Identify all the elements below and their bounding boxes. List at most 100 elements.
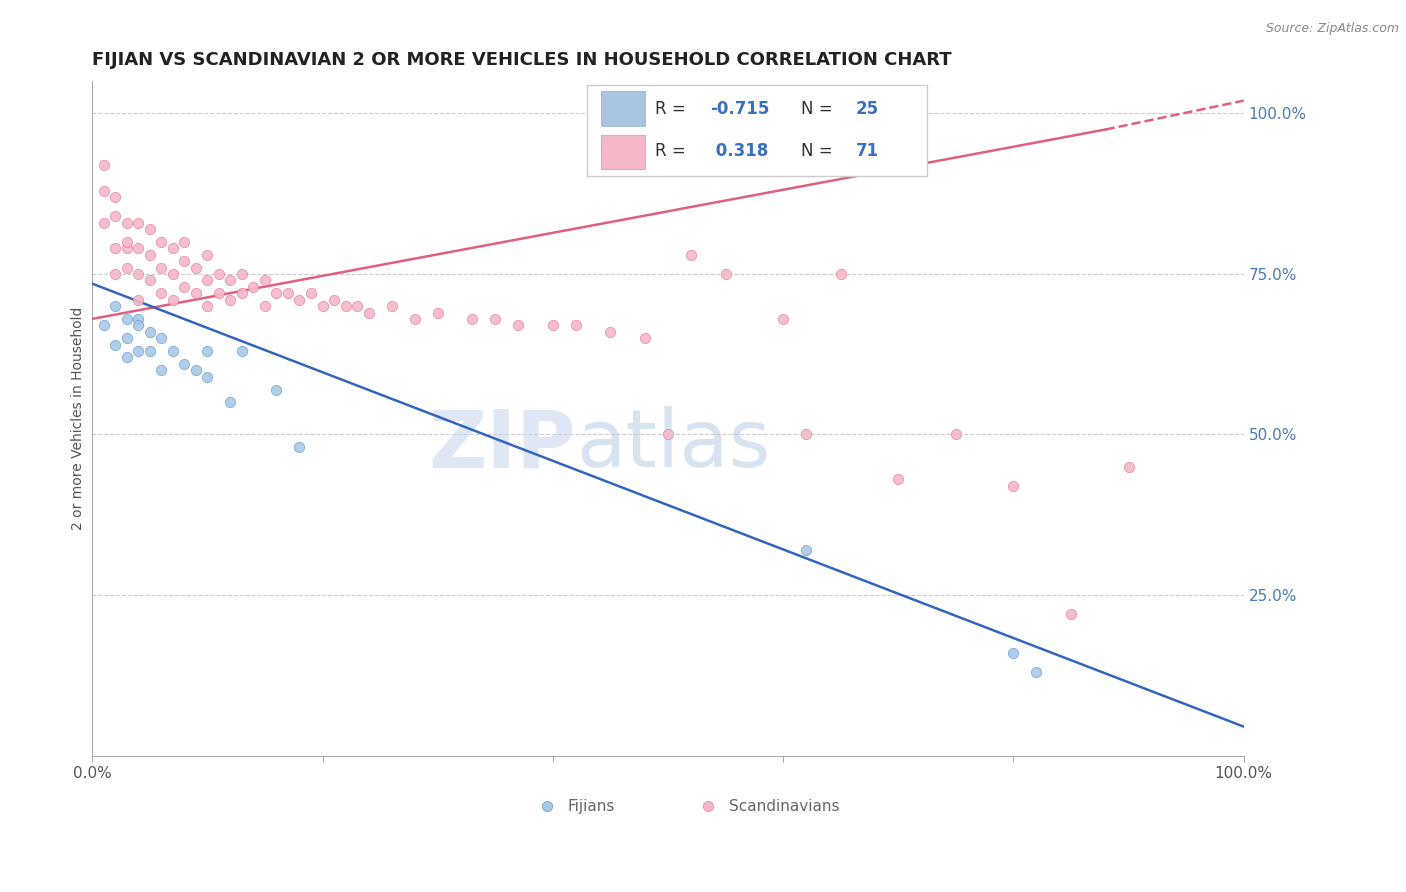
Point	[219, 395, 242, 409]
Point	[150, 363, 173, 377]
Point	[1002, 646, 1025, 660]
Point	[484, 312, 506, 326]
Text: Source: ZipAtlas.com: Source: ZipAtlas.com	[1265, 22, 1399, 36]
Point	[299, 286, 322, 301]
Point	[219, 273, 242, 287]
Point	[93, 158, 115, 172]
Point	[162, 293, 184, 307]
Point	[536, 797, 558, 811]
Point	[288, 293, 311, 307]
Point	[714, 267, 737, 281]
Point	[277, 286, 299, 301]
Point	[426, 305, 449, 319]
Point	[139, 248, 162, 262]
Point	[679, 248, 702, 262]
Point	[195, 248, 218, 262]
Point	[184, 286, 207, 301]
Point	[127, 312, 149, 326]
Point	[93, 318, 115, 333]
Y-axis label: 2 or more Vehicles in Household: 2 or more Vehicles in Household	[72, 307, 86, 530]
Point	[115, 331, 138, 345]
Point	[104, 299, 127, 313]
Point	[794, 427, 817, 442]
Point	[266, 286, 288, 301]
Point	[323, 293, 346, 307]
Point	[195, 299, 218, 313]
Point	[231, 286, 253, 301]
Point	[115, 351, 138, 365]
Point	[599, 325, 621, 339]
Text: atlas: atlas	[576, 407, 770, 484]
Point	[115, 312, 138, 326]
Point	[162, 267, 184, 281]
Point	[139, 273, 162, 287]
Point	[565, 318, 588, 333]
Point	[150, 286, 173, 301]
Point	[173, 235, 195, 249]
Point	[253, 273, 276, 287]
Point	[772, 312, 794, 326]
Point	[195, 369, 218, 384]
Point	[794, 543, 817, 558]
Point	[93, 184, 115, 198]
Point	[208, 267, 231, 281]
Point	[127, 267, 149, 281]
Point	[127, 241, 149, 255]
Point	[288, 441, 311, 455]
Point	[461, 312, 484, 326]
Point	[173, 357, 195, 371]
Point	[346, 299, 368, 313]
Point	[127, 318, 149, 333]
Point	[266, 383, 288, 397]
Point	[173, 254, 195, 268]
Point	[104, 267, 127, 281]
Point	[173, 280, 195, 294]
Point	[127, 293, 149, 307]
Point	[357, 305, 380, 319]
Point	[830, 267, 852, 281]
Point	[184, 260, 207, 275]
Point	[104, 209, 127, 223]
Point	[104, 190, 127, 204]
Point	[1060, 607, 1083, 622]
Point	[1118, 459, 1140, 474]
Point	[127, 344, 149, 359]
Point	[231, 267, 253, 281]
Text: Scandinavians: Scandinavians	[730, 798, 839, 814]
Point	[242, 280, 264, 294]
Point	[541, 318, 564, 333]
Point	[335, 299, 357, 313]
Point	[208, 286, 231, 301]
Point	[162, 241, 184, 255]
Point	[93, 216, 115, 230]
Point	[634, 331, 657, 345]
Point	[404, 312, 426, 326]
Point	[115, 260, 138, 275]
Point	[115, 241, 138, 255]
Point	[150, 260, 173, 275]
Point	[1002, 479, 1025, 493]
Point	[657, 427, 679, 442]
Point	[697, 797, 720, 811]
Point	[231, 344, 253, 359]
Point	[139, 344, 162, 359]
Point	[115, 216, 138, 230]
Point	[195, 344, 218, 359]
Point	[162, 344, 184, 359]
Text: FIJIAN VS SCANDINAVIAN 2 OR MORE VEHICLES IN HOUSEHOLD CORRELATION CHART: FIJIAN VS SCANDINAVIAN 2 OR MORE VEHICLE…	[93, 51, 952, 69]
Point	[184, 363, 207, 377]
Point	[253, 299, 276, 313]
Point	[139, 325, 162, 339]
Point	[150, 235, 173, 249]
Text: Fijians: Fijians	[568, 798, 616, 814]
Point	[104, 241, 127, 255]
Point	[127, 216, 149, 230]
Point	[104, 337, 127, 351]
Point	[150, 331, 173, 345]
Point	[508, 318, 530, 333]
Point	[115, 235, 138, 249]
Point	[139, 222, 162, 236]
Point	[311, 299, 333, 313]
Text: ZIP: ZIP	[429, 407, 576, 484]
Point	[1025, 665, 1047, 679]
